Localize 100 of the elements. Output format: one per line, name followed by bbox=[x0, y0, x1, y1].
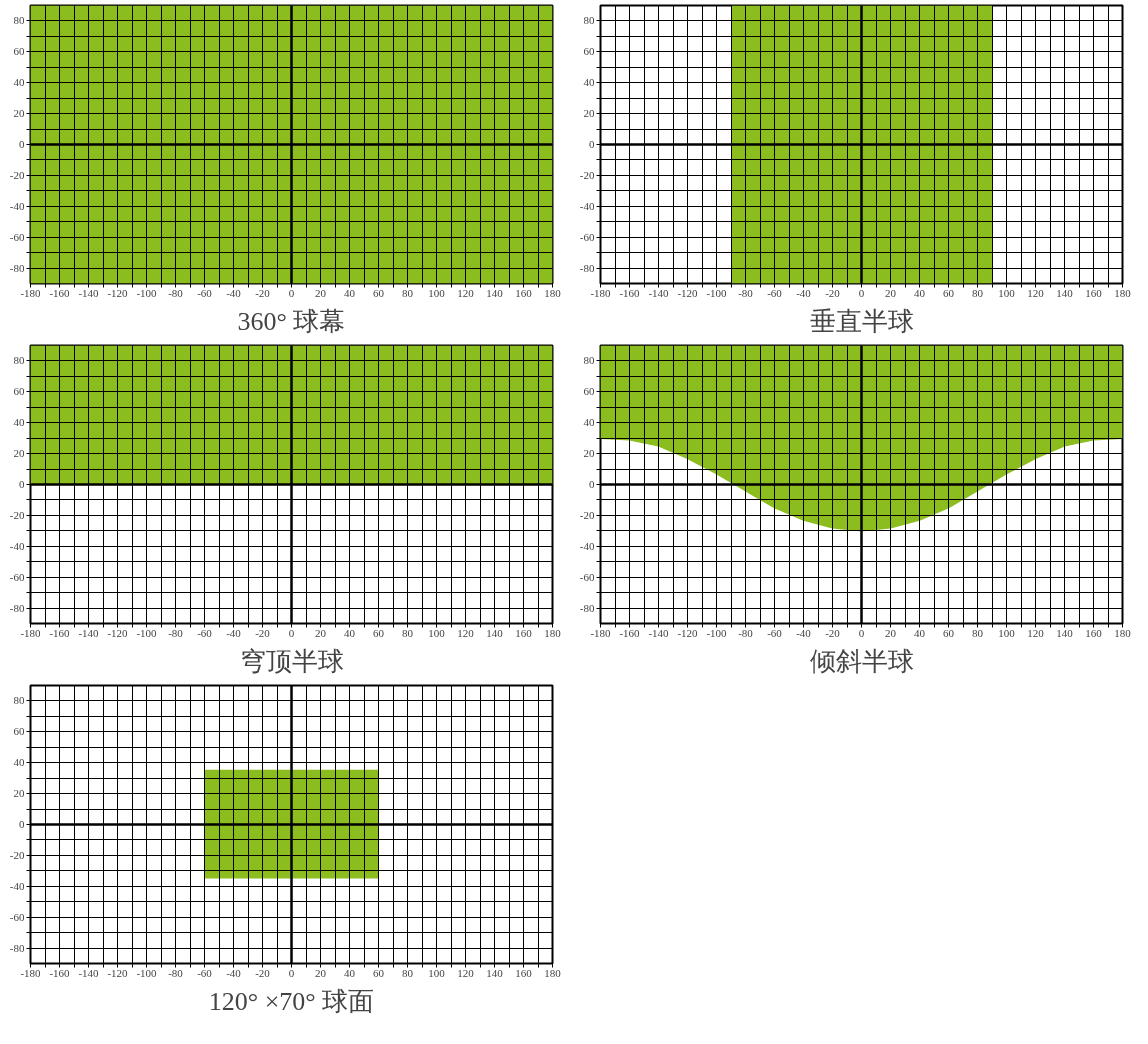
x-tick-label: -160 bbox=[49, 286, 71, 299]
x-tick-label: -140 bbox=[648, 626, 670, 639]
x-tick-label: 180 bbox=[544, 286, 562, 299]
y-tick-label: -40 bbox=[579, 539, 595, 552]
y-tick-label: 40 bbox=[13, 416, 25, 429]
y-tick-label: 0 bbox=[19, 138, 25, 150]
x-tick-label: 20 bbox=[885, 626, 897, 639]
y-tick-label: -40 bbox=[9, 879, 25, 892]
x-tick-label: 180 bbox=[544, 966, 562, 979]
y-tick-label: -60 bbox=[579, 570, 595, 583]
x-tick-label: 40 bbox=[344, 286, 356, 299]
x-tick-label: -100 bbox=[706, 626, 728, 639]
x-tick-label: 140 bbox=[1056, 626, 1074, 639]
x-tick-label: 100 bbox=[428, 286, 446, 299]
x-tick-label: -140 bbox=[78, 626, 100, 639]
y-tick-label: 0 bbox=[589, 478, 595, 490]
y-tick-label: -20 bbox=[579, 168, 595, 181]
x-tick-label: -80 bbox=[168, 626, 184, 639]
y-tick-label: 60 bbox=[13, 385, 25, 398]
y-tick-label: -20 bbox=[9, 508, 25, 521]
x-tick-label: -80 bbox=[738, 626, 754, 639]
y-tick-label: 40 bbox=[583, 76, 595, 89]
x-tick-label: 40 bbox=[344, 626, 356, 639]
y-tick-label: 60 bbox=[583, 385, 595, 398]
x-tick-label: 120 bbox=[1027, 626, 1045, 639]
y-tick-label: 40 bbox=[13, 76, 25, 89]
x-tick-label: 100 bbox=[998, 626, 1016, 639]
x-tick-label: -60 bbox=[197, 626, 213, 639]
y-tick-label: 40 bbox=[13, 756, 25, 769]
text: 穹顶半球 bbox=[239, 646, 344, 676]
x-tick-label: 100 bbox=[428, 626, 446, 639]
x-tick-label: 160 bbox=[515, 286, 533, 299]
y-tick-label: 20 bbox=[13, 447, 25, 460]
x-tick-label: 20 bbox=[315, 286, 327, 299]
x-tick-label: 60 bbox=[373, 626, 385, 639]
x-tick-label: 140 bbox=[486, 966, 504, 979]
x-tick-label: -120 bbox=[107, 966, 129, 979]
y-tick-label: -40 bbox=[579, 199, 595, 212]
x-tick-label: 180 bbox=[1114, 286, 1132, 299]
x-tick-label: -20 bbox=[255, 966, 271, 979]
x-tick-label: -20 bbox=[825, 626, 841, 639]
x-tick-label: -120 bbox=[107, 626, 129, 639]
x-tick-label: -20 bbox=[825, 286, 841, 299]
x-tick-label: 160 bbox=[515, 966, 533, 979]
y-tick-label: -60 bbox=[9, 910, 25, 923]
x-tick-label: 160 bbox=[1085, 286, 1103, 299]
x-tick-label: -120 bbox=[677, 286, 699, 299]
y-tick-label: 80 bbox=[13, 694, 25, 707]
x-tick-label: 120 bbox=[457, 286, 475, 299]
y-tick-label: -40 bbox=[9, 539, 25, 552]
x-tick-label: 60 bbox=[943, 286, 955, 299]
x-tick-label: -80 bbox=[168, 286, 184, 299]
x-tick-label: 0 bbox=[858, 626, 865, 639]
x-tick-label: -80 bbox=[738, 286, 754, 299]
y-tick-label: 0 bbox=[589, 138, 595, 150]
x-tick-label: -180 bbox=[20, 286, 42, 299]
text: 垂直半球 bbox=[809, 306, 914, 336]
x-tick-label: -40 bbox=[796, 286, 812, 299]
x-tick-label: -40 bbox=[796, 626, 812, 639]
x-tick-label: -180 bbox=[590, 626, 612, 639]
y-tick-label: -80 bbox=[9, 601, 25, 614]
text: 120° ×70° 球面 bbox=[208, 986, 375, 1016]
x-tick-label: -180 bbox=[20, 966, 42, 979]
x-tick-label: 60 bbox=[373, 966, 385, 979]
y-tick-label: -60 bbox=[9, 570, 25, 583]
x-tick-label: -180 bbox=[590, 286, 612, 299]
x-tick-label: 20 bbox=[315, 966, 327, 979]
y-tick-label: 80 bbox=[13, 354, 25, 367]
y-tick-label: -80 bbox=[579, 261, 595, 274]
y-tick-label: -40 bbox=[9, 199, 25, 212]
x-tick-label: 20 bbox=[315, 626, 327, 639]
y-tick-label: -20 bbox=[579, 508, 595, 521]
y-tick-label: 20 bbox=[583, 107, 595, 120]
x-tick-label: 20 bbox=[885, 286, 897, 299]
x-tick-label: -120 bbox=[677, 626, 699, 639]
x-tick-label: 160 bbox=[1085, 626, 1103, 639]
x-tick-label: 80 bbox=[402, 966, 414, 979]
x-tick-label: -160 bbox=[49, 966, 71, 979]
x-tick-label: -40 bbox=[226, 966, 242, 979]
x-tick-label: 0 bbox=[288, 626, 295, 639]
y-tick-label: 20 bbox=[13, 107, 25, 120]
x-tick-label: 140 bbox=[486, 626, 504, 639]
x-tick-label: 100 bbox=[998, 286, 1016, 299]
x-tick-label: 140 bbox=[486, 286, 504, 299]
y-tick-label: 80 bbox=[583, 14, 595, 27]
x-tick-label: -140 bbox=[78, 286, 100, 299]
x-tick-label: -160 bbox=[49, 626, 71, 639]
x-tick-label: 80 bbox=[972, 626, 984, 639]
x-tick-label: 60 bbox=[943, 626, 955, 639]
y-tick-label: -20 bbox=[9, 848, 25, 861]
y-tick-label: 40 bbox=[583, 416, 595, 429]
x-tick-label: 0 bbox=[858, 286, 865, 299]
x-tick-label: -100 bbox=[136, 966, 158, 979]
y-tick-label: 20 bbox=[583, 447, 595, 460]
y-tick-label: 60 bbox=[583, 45, 595, 58]
y-tick-label: 80 bbox=[583, 354, 595, 367]
x-tick-label: -160 bbox=[619, 626, 641, 639]
y-tick-label: 0 bbox=[19, 478, 25, 490]
x-tick-label: -20 bbox=[255, 286, 271, 299]
x-tick-label: 160 bbox=[515, 626, 533, 639]
